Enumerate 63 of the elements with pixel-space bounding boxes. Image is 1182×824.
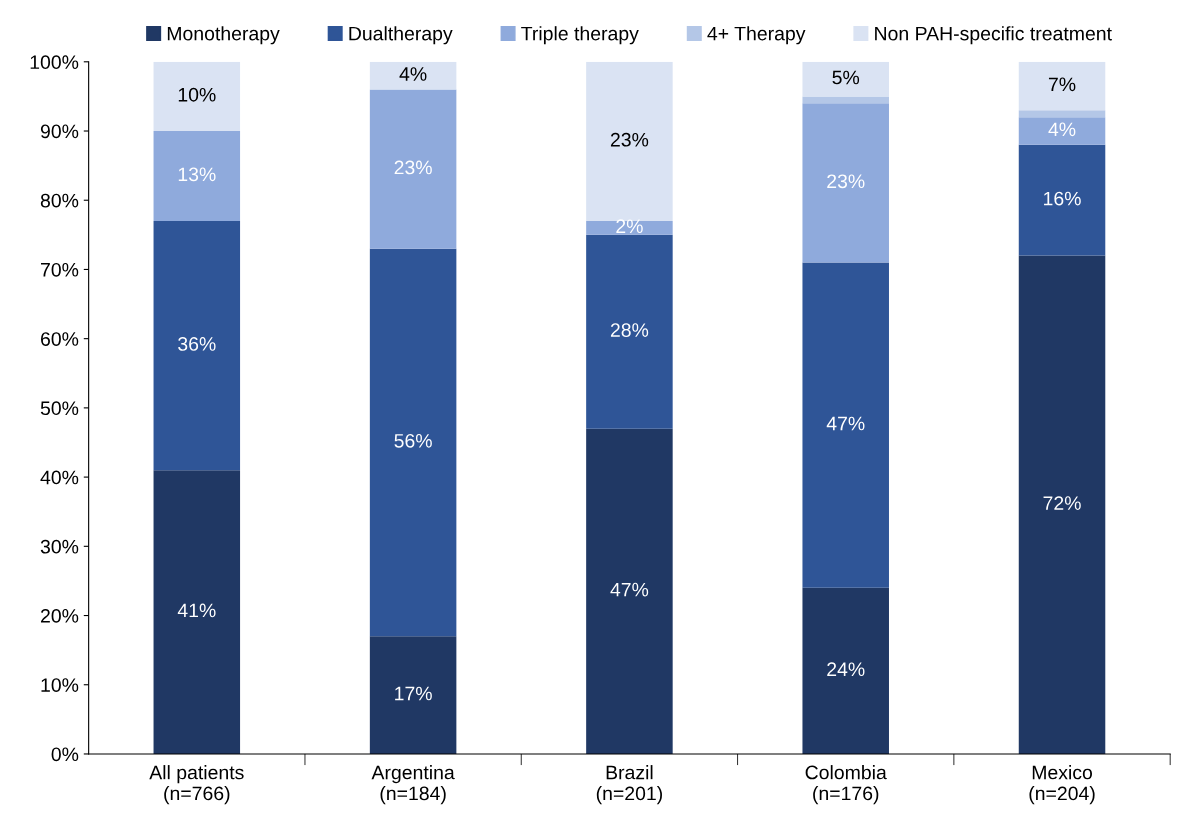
y-tick-label: 50% (40, 401, 79, 416)
bar (153, 470, 241, 754)
bar (802, 262, 889, 588)
bar (369, 61, 457, 90)
data-label: 2% (616, 219, 643, 234)
legend-label: Dualtherapy (349, 26, 453, 45)
bar (369, 636, 457, 754)
y-tick-label: 100% (30, 55, 79, 70)
legend-label: Non PAH-specific treatment (875, 26, 1112, 45)
x-tick-label: All patients (n=766) (149, 765, 244, 805)
data-label: 72% (1043, 496, 1081, 510)
bar (1018, 144, 1106, 256)
data-label: 56% (394, 433, 432, 448)
y-tick-label: 60% (41, 332, 79, 346)
bar (153, 61, 241, 132)
data-label: 4% (399, 67, 427, 81)
data-label: 10% (178, 87, 216, 102)
data-label: 7% (1048, 77, 1076, 92)
x-tick-label: Colombia (n=176) (805, 765, 887, 805)
bar (1018, 110, 1106, 118)
legend-label: Triple therapy (521, 26, 639, 45)
bar (1018, 61, 1106, 111)
bar (369, 248, 457, 637)
bar (153, 131, 241, 221)
data-label: 47% (610, 582, 649, 597)
data-label: 16% (1044, 191, 1081, 206)
y-tick-label: 30% (40, 539, 79, 554)
data-label: 47% (826, 416, 865, 431)
y-tick-label: 0% (51, 747, 79, 762)
data-label: 17% (395, 686, 432, 701)
bar (1018, 255, 1106, 754)
x-tick-label: Mexico (n=204) (1029, 765, 1095, 805)
data-label: 28% (610, 323, 649, 337)
bar (802, 96, 889, 104)
data-label: 23% (610, 132, 649, 147)
data-label: 13% (178, 167, 216, 182)
y-tick-label: 70% (41, 262, 79, 277)
bar (153, 221, 241, 471)
data-label: 4% (1048, 122, 1076, 137)
bar (586, 234, 673, 429)
x-tick-label: Argentina (n=184) (371, 765, 455, 805)
data-label: 41% (177, 603, 216, 618)
data-label: 36% (178, 337, 216, 351)
bar (802, 61, 889, 97)
data-label: 23% (827, 174, 865, 189)
bar (1018, 117, 1106, 145)
legend-label: Monotherapy (167, 26, 280, 45)
x-tick-label: Brazil (n=201) (596, 765, 662, 805)
legend-label: 4+ Therapy (707, 26, 806, 45)
bar (586, 428, 673, 754)
bar (369, 89, 457, 249)
bar (586, 221, 673, 235)
bar (586, 61, 673, 221)
data-label: 24% (827, 662, 865, 677)
data-label: 5% (832, 70, 860, 85)
y-tick-label: 90% (40, 124, 79, 139)
y-tick-label: 80% (40, 193, 79, 208)
bar (802, 103, 889, 263)
y-tick-label: 10% (41, 678, 79, 692)
y-tick-label: 20% (40, 609, 79, 623)
bar (802, 587, 889, 754)
y-tick-label: 40% (40, 470, 79, 485)
data-label: 23% (394, 160, 432, 175)
